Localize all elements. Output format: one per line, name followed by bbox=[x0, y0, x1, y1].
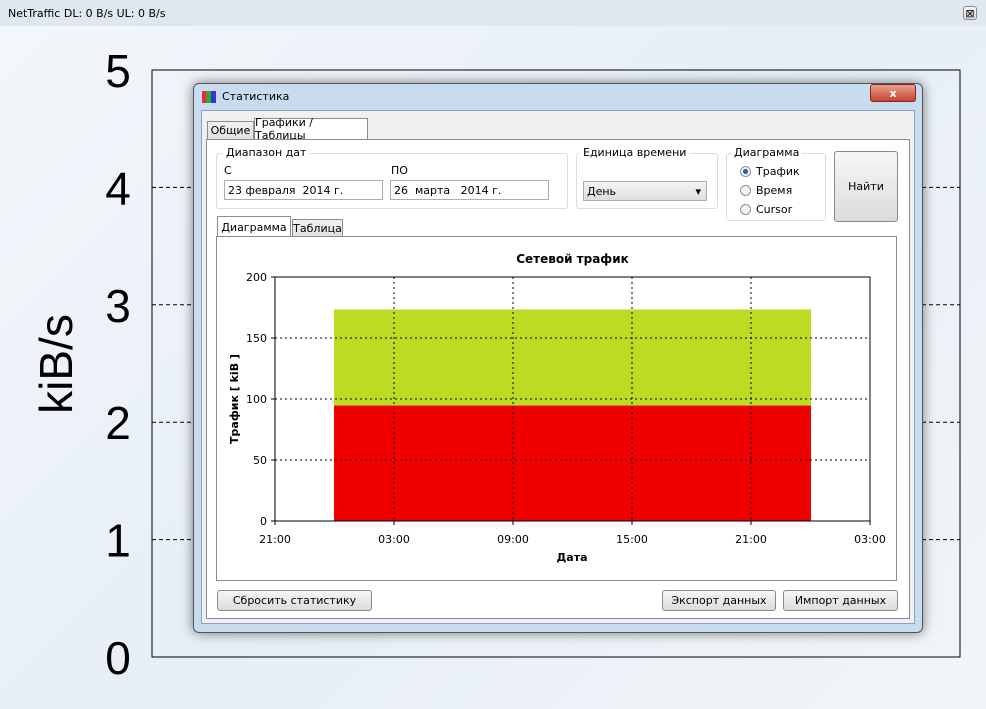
y-tick-label: 50 bbox=[253, 454, 267, 467]
y-tick-label: 4 bbox=[105, 162, 131, 214]
plot-area bbox=[151, 69, 961, 658]
chart-title: Сетевой трафик bbox=[516, 252, 629, 266]
label: ПО bbox=[391, 164, 408, 177]
x-axis-title: Дата bbox=[556, 551, 587, 564]
x-tick-label: 15:00 bbox=[616, 533, 648, 546]
plot-border bbox=[274, 276, 871, 522]
group-label: Диапазон дат bbox=[223, 146, 310, 159]
tab-label: Графики / Таблицы bbox=[255, 116, 313, 142]
group-label: Единица времени bbox=[580, 146, 690, 159]
x-tick-label: 03:00 bbox=[854, 533, 886, 546]
button-label: Импорт данных bbox=[794, 594, 887, 607]
window-titlebar: NetTraffic DL: 0 B/s UL: 0 B/s bbox=[0, 0, 986, 26]
tab-label: Таблица bbox=[293, 222, 342, 235]
find-button[interactable]: Найти bbox=[834, 151, 898, 222]
button-label: Экспорт данных bbox=[671, 594, 767, 607]
radio-button[interactable] bbox=[740, 166, 751, 177]
x-tick-label: 21:00 bbox=[259, 533, 291, 546]
export-button[interactable]: Экспорт данных bbox=[662, 590, 776, 611]
dialog-icon bbox=[202, 91, 216, 103]
radio-label: Время bbox=[756, 184, 793, 197]
bar-segment bbox=[334, 404, 811, 522]
combo-value: День bbox=[587, 184, 617, 198]
group-box bbox=[216, 153, 568, 209]
date-value: 26 марта 2014 г. bbox=[394, 183, 502, 197]
reset-button[interactable]: Сбросить статистику bbox=[217, 590, 372, 611]
background-chart: 0 1 2 3 4 5 kiB/s bbox=[30, 45, 961, 684]
bar-segment bbox=[334, 309, 811, 406]
group-label: Диаграмма bbox=[731, 146, 803, 159]
y-tick-label: 100 bbox=[246, 393, 267, 406]
y-axis-title: Трафик [ kiB ] bbox=[228, 354, 241, 444]
x-tick-label: 03:00 bbox=[378, 533, 410, 546]
date-picker[interactable]: 23 февраля 2014 г. bbox=[224, 180, 383, 200]
date-value: 23 февраля 2014 г. bbox=[228, 183, 344, 197]
button-label: Найти bbox=[848, 180, 884, 193]
y-axis-title: kiB/s bbox=[30, 314, 82, 414]
dialog-title: Статистика bbox=[222, 90, 290, 103]
x-tick-label: 09:00 bbox=[497, 533, 529, 546]
tab-active[interactable]: Графики / Таблицы bbox=[254, 116, 368, 142]
view-tab-active[interactable]: Диаграмма bbox=[217, 216, 291, 237]
y-tick-label: 150 bbox=[246, 332, 267, 345]
date-picker[interactable]: 26 марта 2014 г. bbox=[390, 180, 549, 200]
radio-option[interactable]: Cursor bbox=[740, 203, 800, 216]
x-tick-label: 21:00 bbox=[735, 533, 767, 546]
radio-label: Трафик bbox=[756, 165, 800, 178]
import-button[interactable]: Импорт данных bbox=[783, 590, 898, 611]
y-tick-label: 3 bbox=[105, 280, 131, 332]
y-tick-label: 0 bbox=[105, 632, 131, 684]
chart: Сетевой трафик 0 50 100 150 200 21:00 03:00 09:0… bbox=[228, 252, 886, 564]
y-tick-label: 2 bbox=[105, 397, 131, 449]
button-label: Сбросить статистику bbox=[232, 594, 357, 607]
radio-label: Cursor bbox=[756, 203, 793, 216]
label: С bbox=[224, 164, 232, 177]
combo-arrow: ▾ bbox=[695, 184, 701, 198]
radio-option[interactable]: Время bbox=[740, 184, 800, 197]
radio-button[interactable] bbox=[740, 185, 751, 196]
y-tick-label: 0 bbox=[260, 515, 267, 528]
tab-label: Диаграмма bbox=[221, 220, 287, 234]
view-tab[interactable]: Таблица bbox=[292, 219, 343, 237]
window-title: NetTraffic DL: 0 B/s UL: 0 B/s bbox=[8, 6, 166, 20]
dialog-close[interactable]: x bbox=[870, 84, 916, 102]
y-tick-label: 5 bbox=[105, 45, 131, 97]
tab[interactable]: Общие bbox=[207, 121, 254, 139]
y-tick-label: 1 bbox=[105, 515, 131, 567]
y-tick-label: 200 bbox=[246, 271, 267, 284]
combo-box[interactable]: День ▾ bbox=[583, 181, 707, 201]
tab-label: Общие bbox=[210, 124, 251, 137]
radio-group: Трафик Время Cursor bbox=[740, 165, 800, 216]
radio-button[interactable] bbox=[740, 204, 751, 215]
radio-option[interactable]: Трафик bbox=[740, 165, 800, 178]
close-button[interactable]: ⊠ bbox=[963, 6, 977, 20]
